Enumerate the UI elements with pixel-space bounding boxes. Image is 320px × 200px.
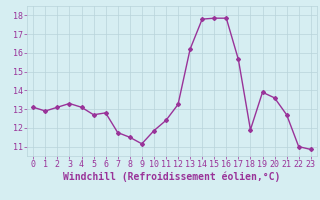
- X-axis label: Windchill (Refroidissement éolien,°C): Windchill (Refroidissement éolien,°C): [63, 172, 281, 182]
